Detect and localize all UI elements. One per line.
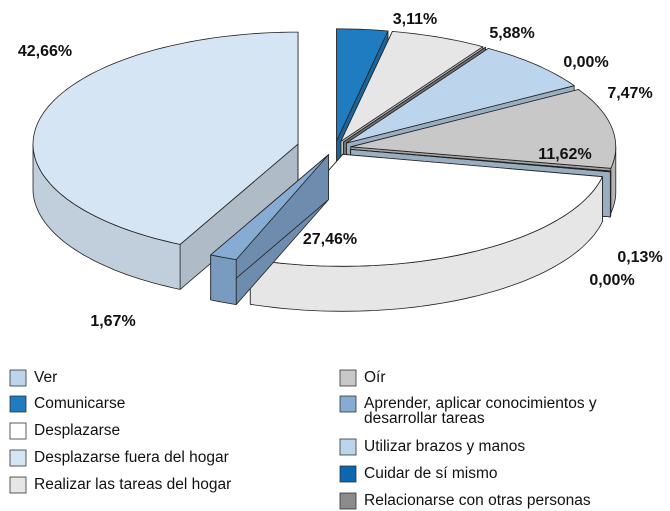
legend-label: Utilizar brazos y manos (364, 438, 525, 455)
legend-label: Relacionarse con otras personas (364, 492, 591, 509)
pie-slice (32, 31, 299, 290)
legend-swatch (339, 465, 357, 483)
data-label: 42,66% (18, 43, 72, 60)
slice-top (343, 46, 486, 143)
legend-line: desarrollar tareas (364, 410, 485, 427)
slice-wall (210, 254, 237, 305)
data-label: 7,47% (607, 85, 652, 102)
slice-top (350, 149, 611, 173)
slice-top (346, 48, 575, 144)
slice-top (336, 28, 389, 142)
pie-slice (210, 154, 329, 305)
legend-swatch (339, 438, 357, 456)
data-label: 5,88% (489, 25, 534, 42)
data-label: 27,46% (303, 231, 357, 248)
data-label: 3,11% (393, 11, 437, 28)
legend-swatch (9, 395, 27, 413)
legend-label: Ver (34, 369, 57, 386)
legend-swatch (339, 395, 357, 413)
legend-swatch (339, 492, 357, 510)
slice-top (32, 31, 299, 245)
slice-top (210, 154, 329, 260)
legend-label: Aprender, aplicar conocimientos y desarro… (364, 395, 597, 427)
slice-top (340, 31, 484, 142)
legend-swatch (9, 369, 27, 387)
legend-label: Comunicarse (34, 395, 125, 412)
data-label: 0,13% (617, 249, 662, 266)
legend-swatch (339, 369, 357, 387)
legend-label: Desplazarse (34, 422, 120, 439)
legend-label: Oír (364, 369, 386, 386)
slice-top (350, 89, 617, 169)
legend-swatch (9, 476, 27, 494)
legend-swatch (9, 422, 27, 440)
data-label: 11,62% (538, 146, 591, 163)
data-label: 1,67% (90, 313, 135, 330)
legend-label: Cuidar de sí mismo (364, 465, 498, 482)
data-label: 0,00% (563, 54, 608, 71)
legend-swatch (9, 449, 27, 467)
slice-top (249, 153, 603, 267)
legend-line: Aprender, aplicar conocimientos y (364, 395, 597, 412)
legend-label: Desplazarse fuera del hogar (34, 449, 229, 466)
data-label: 0,00% (589, 272, 634, 289)
legend-label: Realizar las tareas del hogar (34, 476, 231, 493)
